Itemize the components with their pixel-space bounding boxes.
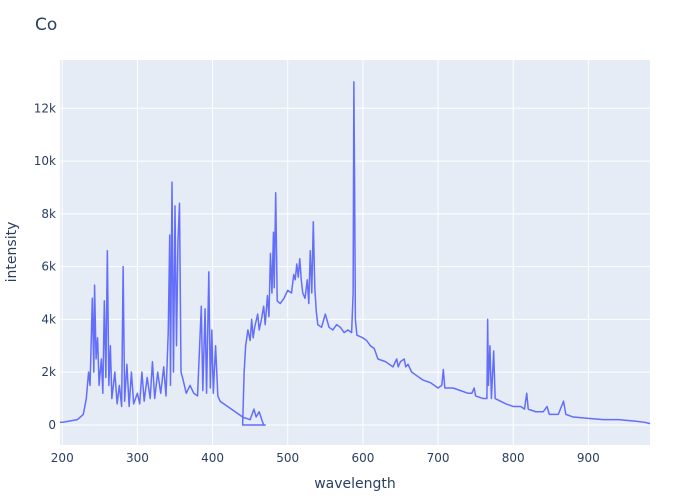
y-tick-label: 2k <box>41 365 56 379</box>
x-tick-label: 700 <box>427 451 450 465</box>
x-tick-label: 800 <box>502 451 525 465</box>
y-tick-label: 8k <box>41 207 56 221</box>
chart-title: Co <box>35 15 57 35</box>
x-tick-label: 200 <box>51 451 74 465</box>
data-line <box>60 81 651 426</box>
x-tick-label: 300 <box>126 451 149 465</box>
x-tick-label: 500 <box>276 451 299 465</box>
y-tick-label: 4k <box>41 312 56 326</box>
y-tick-label: 10k <box>34 154 56 168</box>
y-axis-title: intensity <box>4 222 20 283</box>
x-axis-title: wavelength <box>314 476 396 492</box>
y-tick-label: 0 <box>48 418 56 432</box>
y-tick-label: 6k <box>41 260 56 274</box>
x-tick-label: 600 <box>351 451 374 465</box>
x-tick-label: 400 <box>201 451 224 465</box>
x-tick-label: 900 <box>577 451 600 465</box>
y-tick-label: 12k <box>34 101 56 115</box>
